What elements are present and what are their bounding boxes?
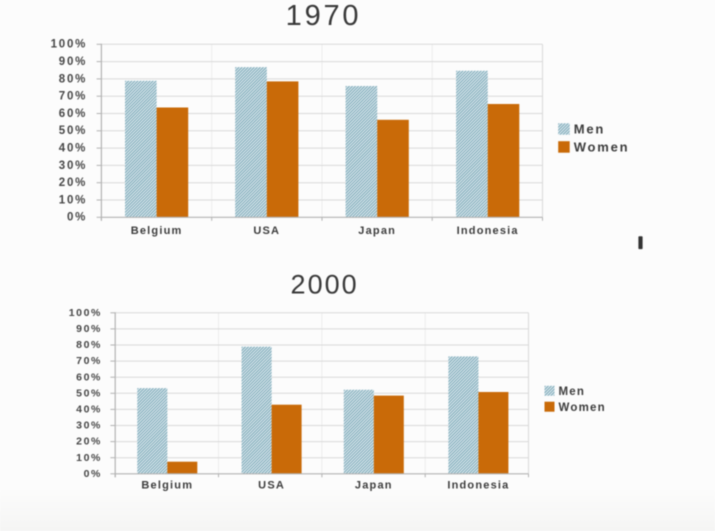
- svg-text:40%: 40%: [76, 404, 102, 416]
- svg-text:50%: 50%: [59, 125, 87, 137]
- svg-text:Indonesia: Indonesia: [447, 480, 509, 492]
- svg-text:Women: Women: [574, 140, 630, 155]
- svg-text:Women: Women: [559, 402, 606, 414]
- svg-text:20%: 20%: [76, 436, 102, 448]
- svg-text:90%: 90%: [59, 56, 87, 68]
- svg-text:60%: 60%: [76, 371, 102, 383]
- svg-text:Men: Men: [559, 386, 586, 398]
- svg-text:0%: 0%: [67, 212, 87, 224]
- svg-text:2000: 2000: [291, 270, 359, 300]
- svg-text:Japan: Japan: [358, 225, 396, 237]
- svg-text:0%: 0%: [84, 468, 102, 480]
- svg-text:10%: 10%: [59, 194, 87, 206]
- svg-text:80%: 80%: [59, 73, 87, 85]
- svg-text:20%: 20%: [59, 177, 87, 189]
- svg-text:40%: 40%: [59, 143, 87, 155]
- svg-text:Japan: Japan: [355, 480, 393, 492]
- svg-text:50%: 50%: [76, 387, 102, 399]
- svg-text:100%: 100%: [51, 39, 88, 51]
- svg-text:80%: 80%: [76, 339, 102, 351]
- svg-text:30%: 30%: [76, 420, 102, 432]
- svg-text:Indonesia: Indonesia: [457, 225, 519, 237]
- svg-text:60%: 60%: [59, 108, 87, 120]
- svg-text:Men: Men: [574, 122, 605, 137]
- svg-text:90%: 90%: [76, 323, 102, 335]
- svg-text:USA: USA: [253, 225, 280, 237]
- svg-text:Belgium: Belgium: [131, 225, 183, 237]
- svg-text:70%: 70%: [59, 91, 87, 103]
- svg-text:Belgium: Belgium: [141, 480, 193, 492]
- svg-text:100%: 100%: [69, 307, 102, 319]
- svg-text:30%: 30%: [59, 160, 87, 172]
- svg-text:70%: 70%: [76, 355, 102, 367]
- svg-text:1970: 1970: [286, 0, 362, 32]
- svg-text:10%: 10%: [76, 452, 102, 464]
- svg-text:USA: USA: [258, 480, 285, 492]
